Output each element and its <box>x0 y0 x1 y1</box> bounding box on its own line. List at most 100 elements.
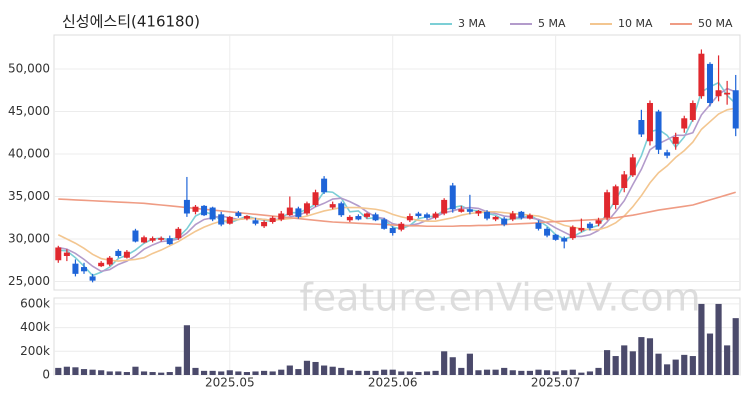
candle-body <box>681 118 688 129</box>
volume-bar <box>604 350 611 375</box>
volume-bar <box>561 370 568 375</box>
candle-body <box>535 222 542 229</box>
volume-bar <box>123 372 130 375</box>
ma-line <box>58 191 736 228</box>
volume-bar <box>329 366 336 375</box>
volume-bar <box>55 367 62 375</box>
volume-bar <box>543 370 551 375</box>
volume-bar <box>72 367 79 375</box>
candle-body <box>381 219 388 229</box>
volume-bar <box>664 364 671 375</box>
volume-bar <box>192 367 199 375</box>
price-panel <box>53 34 741 291</box>
candle-body <box>518 211 525 218</box>
candle-body <box>595 220 602 224</box>
candle-body <box>252 220 259 224</box>
candle-body <box>269 217 276 222</box>
candle-body <box>492 216 499 220</box>
candle-body <box>458 209 465 212</box>
volume-bar <box>200 370 208 375</box>
volume-bar <box>303 360 311 375</box>
volume-bar <box>621 345 628 375</box>
volume-bar <box>346 370 353 375</box>
candle-body <box>569 227 576 239</box>
candle-body <box>243 216 250 219</box>
volume-bar <box>415 372 422 375</box>
volume-bar <box>252 371 259 375</box>
volume-bar <box>655 353 662 375</box>
candle-body <box>235 212 242 217</box>
candle-body <box>449 185 456 210</box>
volume-bar <box>586 371 594 375</box>
x-tick-label: 2025.06 <box>368 376 418 390</box>
volume-bar <box>106 371 113 375</box>
candle-body <box>501 218 508 225</box>
candle-body <box>226 216 233 224</box>
candle-body <box>484 211 491 219</box>
candle-body <box>106 257 113 265</box>
volume-bar <box>646 338 654 375</box>
candle-body <box>149 238 156 241</box>
candle-body <box>278 213 285 220</box>
candle-body <box>724 92 731 95</box>
candle-body <box>346 216 353 221</box>
volume-bar <box>132 366 139 375</box>
candle-body <box>183 199 190 214</box>
y-tick-label: 30,000 <box>8 232 50 246</box>
candle-body <box>303 203 310 214</box>
candle-body <box>526 215 533 219</box>
volume-bar <box>578 372 585 375</box>
candle-body <box>355 216 362 220</box>
volume-bar <box>140 371 148 375</box>
ma-line <box>58 87 737 273</box>
volume-bar <box>312 361 319 375</box>
volume-bar <box>449 357 456 375</box>
candle-body <box>192 206 199 212</box>
candle-body <box>561 238 568 242</box>
legend-label: 10 MA <box>618 17 653 30</box>
watermark: feature.enViewV.com <box>299 276 700 320</box>
volume-bar <box>689 356 696 375</box>
volume-bar <box>89 369 96 375</box>
volume-bar <box>432 370 439 375</box>
volume-bar <box>218 371 225 375</box>
candle-body <box>578 227 585 231</box>
x-tick-label: 2025.07 <box>531 376 581 390</box>
candle-body <box>689 103 696 120</box>
candle-body <box>638 120 645 135</box>
candle-body <box>218 214 225 225</box>
volume-tick-label: 400k <box>20 320 50 334</box>
volume-bar <box>406 371 413 375</box>
candle-body <box>132 230 139 242</box>
candle-body <box>586 223 593 228</box>
volume-bar <box>115 371 122 375</box>
y-tick-label: 45,000 <box>8 104 50 118</box>
candle-body <box>398 223 405 230</box>
legend-label: 3 MA <box>458 17 486 30</box>
y-tick-label: 40,000 <box>8 147 50 161</box>
candle-body <box>329 204 336 208</box>
volume-bar <box>681 354 688 375</box>
volume-bar <box>158 372 165 375</box>
candle-body <box>629 157 636 176</box>
volume-bar <box>278 369 285 375</box>
volume-bar <box>80 369 88 375</box>
volume-bar <box>569 369 576 375</box>
candle-body <box>415 213 422 217</box>
volume-bar <box>672 359 679 375</box>
candle-body <box>612 186 619 205</box>
candle-body <box>475 210 482 214</box>
volume-bar <box>458 367 465 375</box>
candle-body <box>123 251 130 258</box>
volume-bar <box>595 367 602 375</box>
candle-body <box>209 207 216 220</box>
volume-bar <box>441 351 448 375</box>
volume-bar <box>321 365 328 375</box>
candle-body <box>98 262 105 267</box>
volume-bar <box>372 370 379 375</box>
volume-tick-label: 600k <box>20 296 50 310</box>
volume-bar <box>698 303 705 375</box>
volume-bar <box>724 345 731 375</box>
candle-body <box>175 228 182 239</box>
